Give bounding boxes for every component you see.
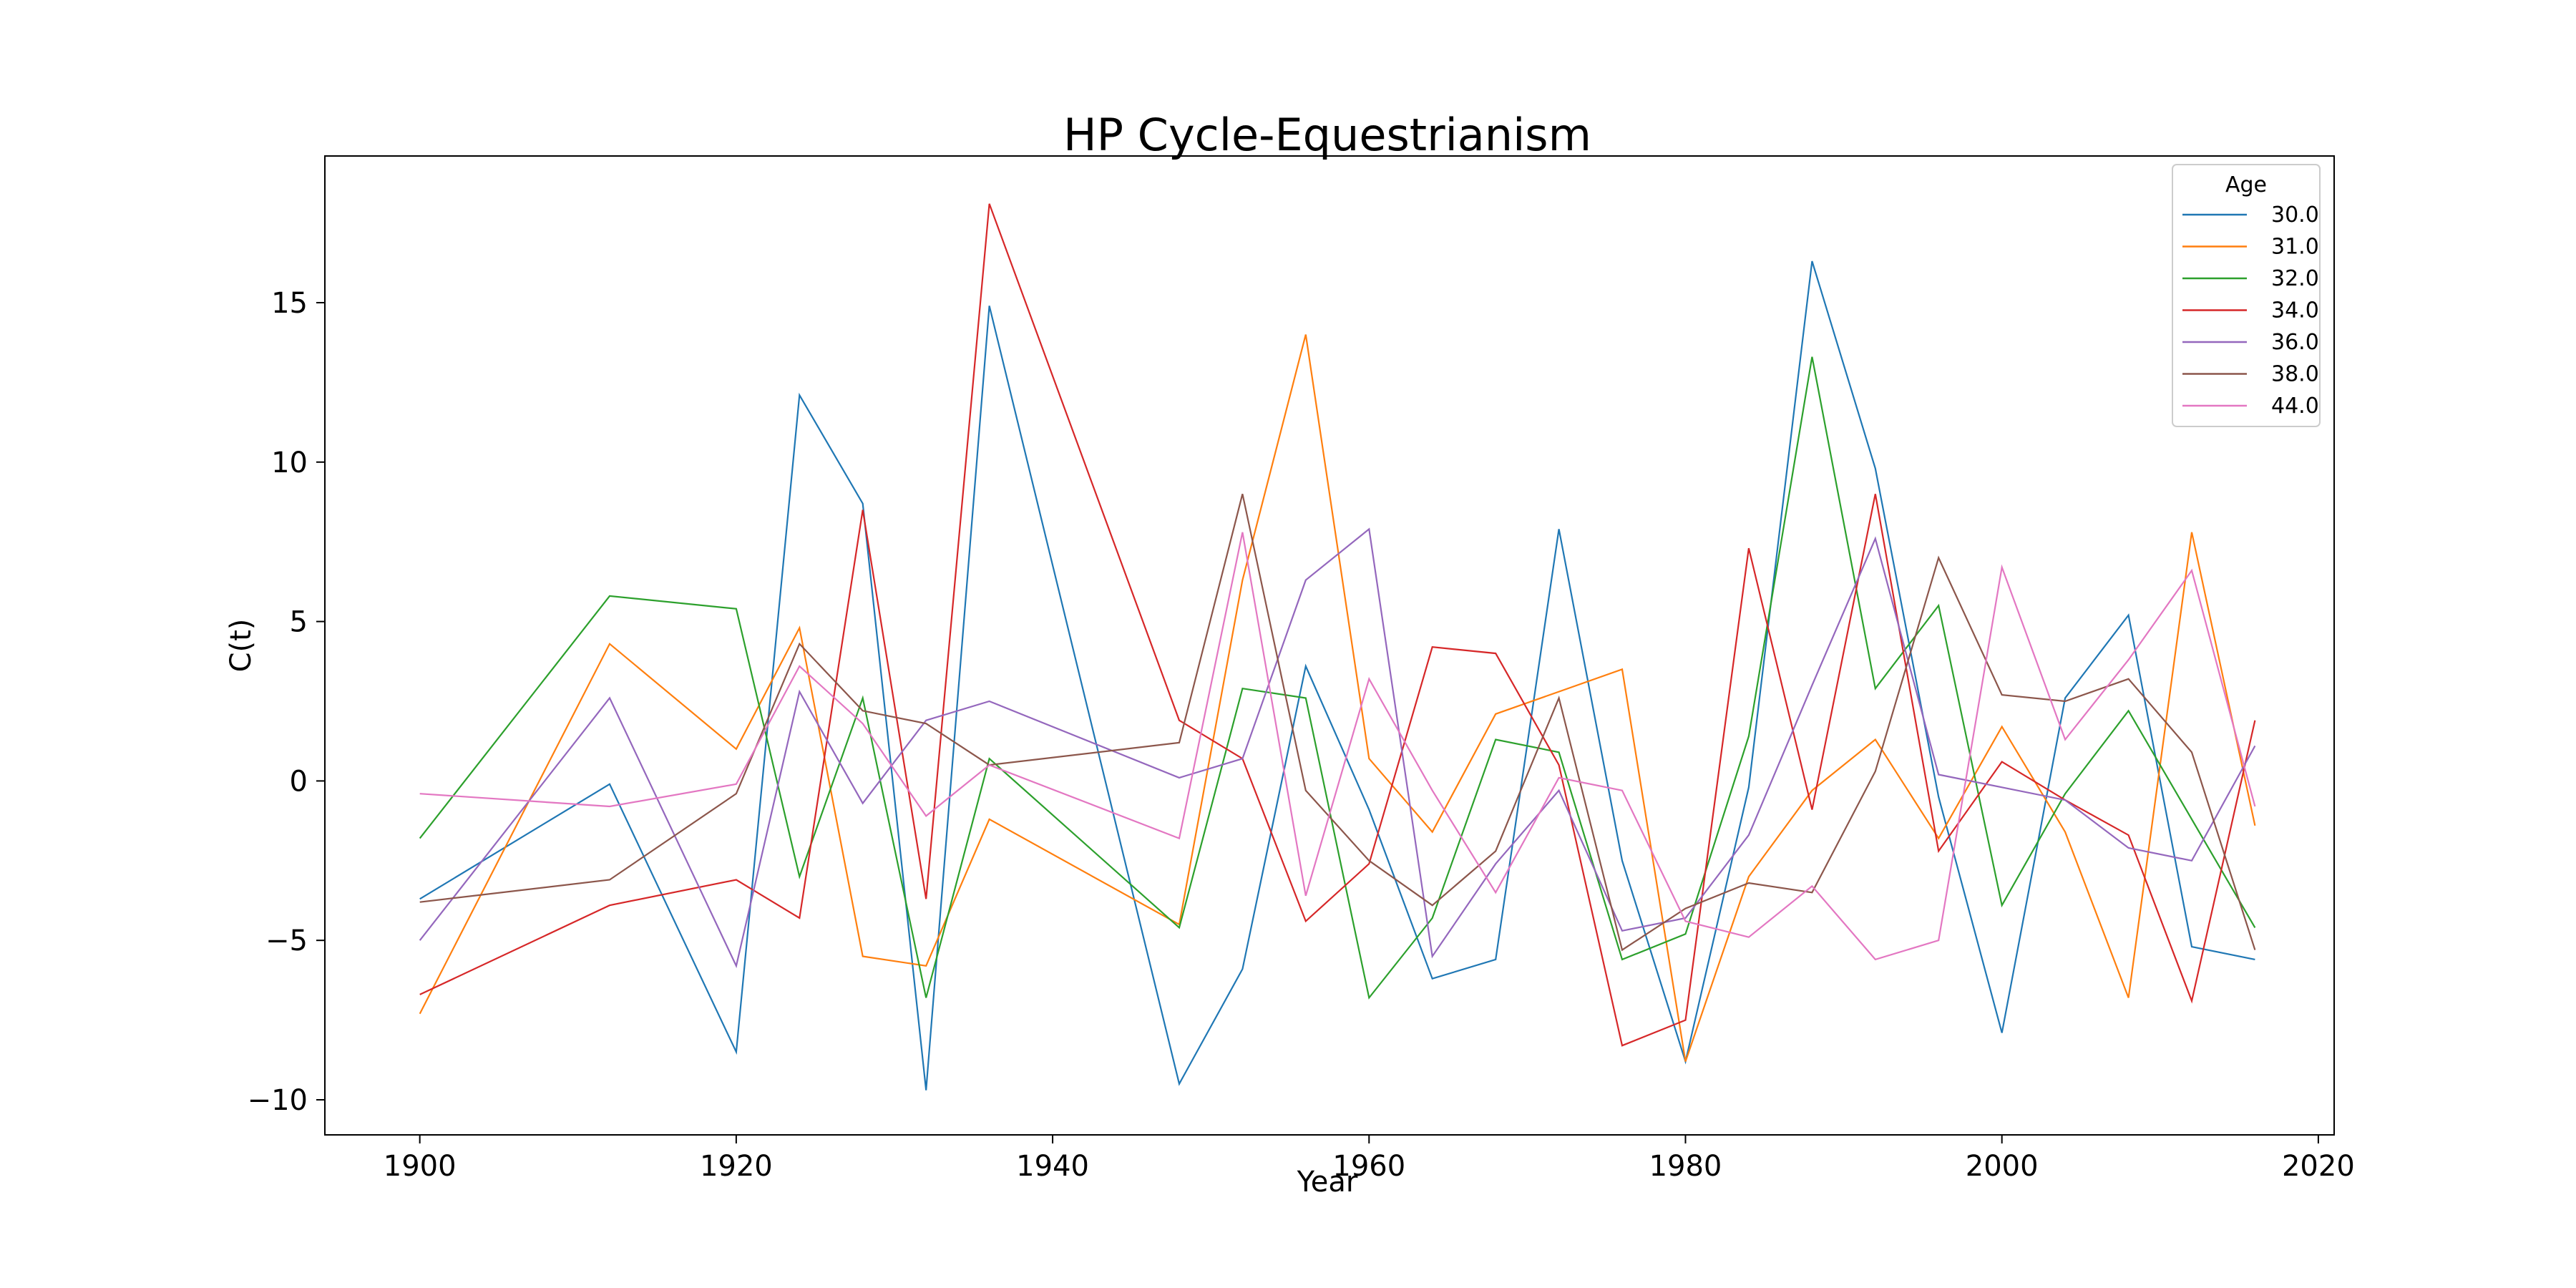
series-line-38.0 [419, 494, 2256, 952]
chart-title: HP Cycle-Equestrianism [1063, 109, 1591, 161]
x-tick-label: 1960 [1332, 1150, 1405, 1183]
x-tick-label: 2020 [2282, 1150, 2355, 1183]
x-tick-label: 1940 [1016, 1150, 1089, 1183]
series-line-44.0 [419, 532, 2256, 961]
series-line-34.0 [419, 203, 2256, 1047]
plot-lines [419, 203, 2256, 1091]
series-line-36.0 [419, 527, 2256, 969]
x-axis: 1900 1920 1940 1960 1980 2000 2020 [384, 1135, 2355, 1183]
y-axis: 15 10 5 0 −5 −10 [248, 287, 325, 1117]
y-tick-label: 15 [271, 287, 308, 320]
legend-label: 32.0 [2271, 266, 2319, 291]
legend-title: Age [2225, 172, 2267, 197]
legend-items: 30.0 31.0 32.0 34.0 36.0 38.0 44.0 [2182, 203, 2319, 419]
y-tick-label: −5 [265, 924, 308, 957]
legend-label: 34.0 [2271, 298, 2319, 323]
x-tick-label: 1900 [384, 1150, 457, 1183]
x-tick-label: 2000 [1966, 1150, 2039, 1183]
x-tick-label: 1920 [700, 1150, 773, 1183]
y-tick-label: 0 [290, 765, 308, 798]
series-line-30.0 [419, 260, 2255, 1091]
series-line-31.0 [419, 334, 2256, 1062]
y-tick-label: 5 [290, 606, 308, 639]
x-tick-label: 1980 [1649, 1150, 1722, 1183]
legend-label: 36.0 [2271, 330, 2319, 355]
legend-label: 38.0 [2271, 362, 2319, 387]
legend-label: 44.0 [2271, 394, 2319, 419]
legend: Age 30.0 31.0 32.0 34.0 36.0 38.0 44.0 [2172, 164, 2321, 427]
legend-label: 30.0 [2271, 203, 2319, 228]
y-tick-label: 10 [271, 447, 308, 479]
y-axis-label: C(t) [225, 619, 258, 673]
plot-frame [324, 155, 2335, 1136]
y-tick-label: −10 [248, 1084, 308, 1117]
series-line-32.0 [419, 356, 2256, 1000]
legend-label: 31.0 [2271, 235, 2319, 260]
x-axis-label: Year [1297, 1166, 1358, 1199]
legend-box [2172, 164, 2321, 427]
